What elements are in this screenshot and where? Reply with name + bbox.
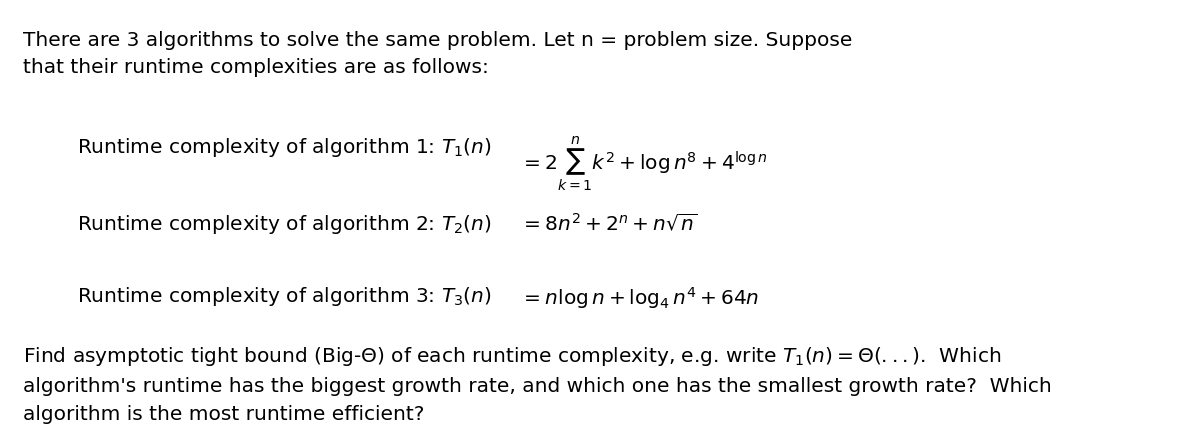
Text: $= 2\sum_{k=1}^{n} k^2 + \log n^8 + 4^{\log n}$: $= 2\sum_{k=1}^{n} k^2 + \log n^8 + 4^{\… [520,136,768,193]
Text: Runtime complexity of algorithm 1: $T_1(n)$: Runtime complexity of algorithm 1: $T_1(… [77,136,492,159]
Text: Find asymptotic tight bound (Big-$\Theta$) of each runtime complexity, e.g. writ: Find asymptotic tight bound (Big-$\Theta… [23,345,1051,424]
Text: Runtime complexity of algorithm 2: $T_2(n)$: Runtime complexity of algorithm 2: $T_2(… [77,213,492,236]
Text: $= 8n^2 + 2^n + n\sqrt{n}$: $= 8n^2 + 2^n + n\sqrt{n}$ [520,213,697,235]
Text: Runtime complexity of algorithm 3: $T_3(n)$: Runtime complexity of algorithm 3: $T_3(… [77,285,492,308]
Text: There are 3 algorithms to solve the same problem. Let n = problem size. Suppose
: There are 3 algorithms to solve the same… [23,31,852,77]
Text: $= n\log n + \log_4 n^4 + 64n$: $= n\log n + \log_4 n^4 + 64n$ [520,285,760,311]
